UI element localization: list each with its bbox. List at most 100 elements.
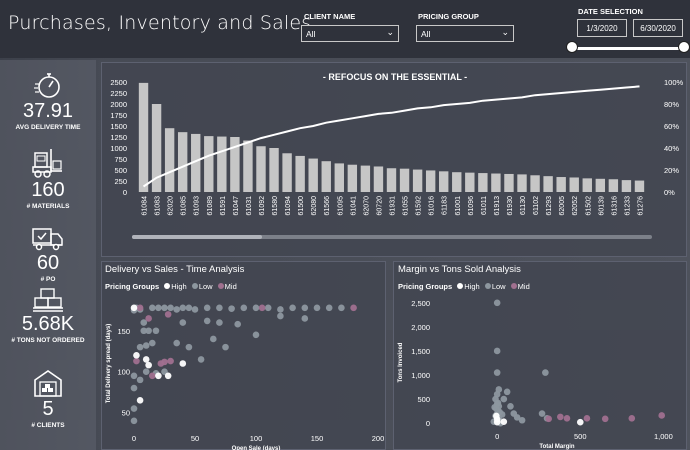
bar: [177, 132, 188, 192]
x-tick-label: 61931: [390, 196, 397, 216]
bar: [504, 173, 514, 192]
x-tick-label: 61566: [324, 196, 331, 216]
y-axis-label: Total Delivery spread (days): [106, 324, 112, 404]
scatter-point-mid: [136, 304, 144, 312]
kpi-po: 60 # PO: [0, 226, 96, 283]
bar: [425, 170, 436, 192]
x-tick-label: 61591: [220, 196, 227, 216]
kpi-label: # CLIENTS: [31, 422, 65, 429]
pallet-boxes-icon: [33, 288, 63, 312]
scrollbar-thumb: [132, 235, 262, 239]
x-tick-label: 61084: [142, 196, 149, 216]
client-name-value: All: [306, 29, 316, 39]
scatter-point-mid: [628, 415, 636, 422]
x-tick-label: 62080: [311, 196, 318, 216]
x-tick-label: 61092: [259, 196, 266, 216]
y-tick-label: 100: [117, 368, 130, 377]
x-tick-label: 61001: [455, 196, 462, 216]
bar: [478, 173, 488, 192]
stopwatch-icon: [34, 73, 60, 98]
scatter-point-mid: [350, 304, 357, 312]
legend-dot-mid: [217, 283, 224, 289]
page-title: Purchases, Inventory and Sales: [8, 12, 312, 34]
end-date-input[interactable]: 6/30/2020: [633, 19, 683, 37]
date-slider-end-handle[interactable]: [678, 41, 690, 53]
margin-scatter-panel: Margin vs Tons Sold Analysis Pricing Gro…: [393, 261, 687, 450]
legend-title: Pricing Groups: [398, 282, 453, 291]
scatter-point-mid: [258, 304, 266, 312]
scatter-point-low: [252, 331, 260, 339]
scatter-point-low: [538, 410, 546, 417]
pareto-chart: - REFOCUS ON THE ESSENTIAL - 0 250 500 750 10…: [110, 72, 684, 239]
y-tick-label: 2250: [110, 89, 127, 98]
x-tick-label: 60139: [598, 196, 605, 216]
bar: [608, 179, 619, 192]
x-tick-label: 61580: [272, 196, 279, 216]
x-tick-label: 61011: [481, 196, 488, 215]
y-tick-label: 50: [122, 409, 130, 418]
x-tick-label: 62005: [559, 196, 566, 216]
x-tick-label: 200: [372, 434, 385, 443]
scatter-point-low: [500, 395, 508, 403]
pricing-group-dropdown[interactable]: All ⌄: [416, 25, 514, 42]
y-tick-label: 150: [117, 327, 130, 336]
x-tick-label: 61293: [546, 196, 553, 216]
scatter-point-low: [518, 416, 526, 424]
x-tick-label: 62070: [363, 196, 370, 216]
bar: [386, 168, 397, 192]
scatter-point-high: [130, 304, 138, 312]
date-range-track[interactable]: [572, 47, 684, 50]
y-tick-label: 250: [114, 177, 127, 186]
y-tick-label: 1,000: [411, 371, 430, 380]
scatter-point-high: [576, 418, 584, 426]
x-tick-label: 61913: [494, 196, 501, 216]
kpi-value: 5.68K: [21, 313, 75, 335]
legend-item-low[interactable]: Low: [198, 282, 213, 291]
bar: [412, 169, 423, 192]
legend-item-mid[interactable]: Mid: [224, 282, 237, 291]
kpi-avg-delivery: 37.91 AVG DELIVERY TIME: [0, 70, 96, 131]
legend-item-low[interactable]: Low: [491, 282, 506, 291]
scatter-point-low: [277, 312, 284, 320]
legend-dot-low: [191, 283, 198, 289]
x-tick-label: 0: [495, 432, 499, 441]
date-slider-start-handle[interactable]: [566, 41, 578, 53]
scatter-point-low: [493, 299, 501, 307]
x-tick-label: 61055: [403, 196, 410, 216]
x-tick-label: 61130: [520, 196, 527, 215]
y-tick-label: 0: [123, 188, 127, 197]
delivery-scatter-chart: 50 100 150 0 50 100 150 200 Open Sale (days) Tota…: [106, 304, 385, 450]
scatter-point-low: [513, 414, 521, 421]
scatter-point-mid: [601, 415, 609, 423]
scatter-point-low: [142, 342, 150, 349]
scatter-point-low: [173, 339, 180, 347]
x-tick-label: 61502: [585, 196, 592, 216]
x-axis-label: Open Sale (days): [232, 446, 281, 450]
x-tick-label: 61085: [181, 196, 188, 216]
client-name-label: CLIENT NAME: [304, 12, 356, 21]
legend-item-mid[interactable]: Mid: [517, 282, 530, 291]
legend-item-high[interactable]: High: [171, 282, 187, 291]
x-tick-label: 50: [191, 434, 199, 443]
bar: [164, 128, 175, 192]
scatter-point-mid: [658, 412, 666, 419]
x-tick-label: 61089: [207, 196, 214, 216]
chart-title: Delivery vs Sales - Time Analysis: [105, 264, 245, 275]
legend-item-high[interactable]: High: [464, 282, 480, 291]
pareto-chart-panel: - REFOCUS ON THE ESSENTIAL - 0 250 500 750 10…: [101, 62, 687, 257]
kpi-label: # TONS NOT ORDERED: [11, 337, 85, 344]
bar: [269, 148, 279, 192]
x-tick-label: 61093: [194, 196, 201, 216]
y-tick-label: 1250: [110, 133, 127, 142]
y2-tick-label: 80%: [664, 100, 679, 109]
scatter-point-low: [155, 304, 162, 312]
scatter-point-high: [155, 372, 162, 380]
scatter-point-low: [240, 304, 248, 312]
scatter-point-low: [130, 384, 138, 392]
bar: [465, 172, 475, 192]
bar: [204, 136, 214, 192]
y-axis-label: Tons Invoiced: [398, 342, 404, 382]
start-date-input[interactable]: 1/3/2020: [577, 19, 627, 37]
y2-tick-label: 100%: [664, 78, 684, 87]
client-name-dropdown[interactable]: All ⌄: [301, 25, 399, 42]
